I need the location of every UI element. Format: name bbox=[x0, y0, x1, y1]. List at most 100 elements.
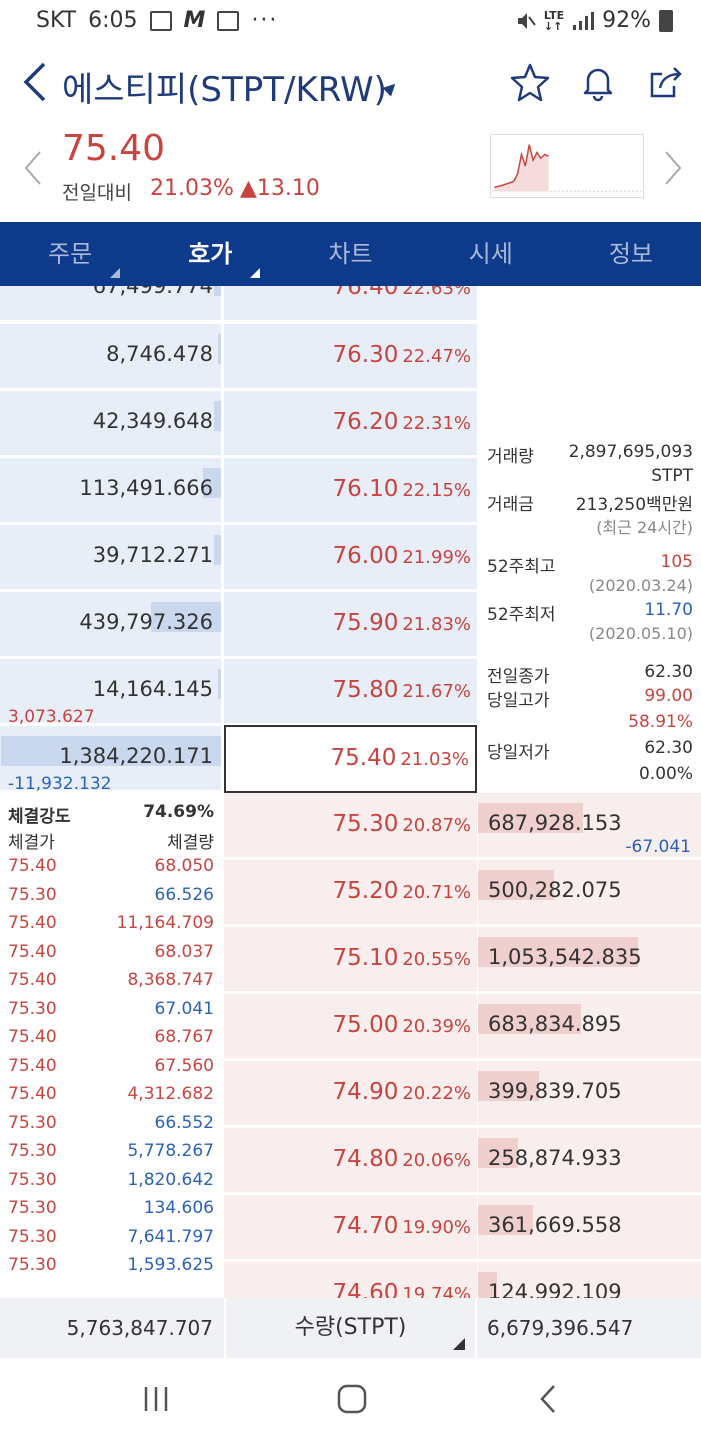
tab-order[interactable]: 주문 bbox=[0, 222, 140, 286]
mute-icon bbox=[517, 12, 536, 29]
price-summary: 75.40 전일대비 21.03% ▲13.10 bbox=[0, 124, 701, 222]
bid-row[interactable]: 75.20 20.71% 500,282.075 bbox=[224, 860, 701, 926]
tab-orderbook[interactable]: 호가 bbox=[140, 222, 280, 286]
bid-volume: 683,834.895 bbox=[488, 1012, 622, 1036]
current-price-cell[interactable]: 75.40 21.03% bbox=[224, 725, 477, 793]
ask-row[interactable]: 39,712.271 76.00 21.99% bbox=[0, 525, 477, 591]
bid-volume-bar bbox=[478, 1138, 518, 1168]
favorite-star-icon[interactable] bbox=[510, 62, 550, 102]
alarm-bell-icon[interactable] bbox=[578, 62, 618, 102]
high52-date: (2020.03.24) bbox=[588, 576, 693, 595]
trade-row: 75.40 68.037 bbox=[8, 942, 214, 970]
bid-volume-bar bbox=[478, 1205, 533, 1235]
col-trade-qty: 체결량 bbox=[167, 833, 214, 853]
current-price-level: 75.40 21.03% bbox=[330, 745, 470, 771]
ask-volume-bar bbox=[218, 334, 221, 364]
ask-price: 76.30 22.47% bbox=[332, 342, 472, 368]
trade-price: 75.30 bbox=[8, 1112, 57, 1133]
trade-qty: 134.606 bbox=[143, 1198, 214, 1218]
prev-close-value: 62.30 bbox=[644, 662, 693, 682]
ask-volume: 14,164.145 bbox=[92, 677, 213, 701]
ask-total: 5,763,847.707 bbox=[66, 1316, 213, 1340]
trade-price: 75.40 bbox=[8, 913, 57, 933]
recent-apps-icon[interactable] bbox=[134, 1382, 178, 1416]
share-icon[interactable] bbox=[646, 62, 686, 102]
trade-price: 75.40 bbox=[8, 970, 57, 990]
ask-row[interactable]: 439,797.326 75.90 21.83% bbox=[0, 592, 477, 658]
strength-value: 74.69% bbox=[143, 802, 214, 822]
bid-row[interactable]: 74.90 20.22% 399,839.705 bbox=[224, 1061, 701, 1127]
ask-volume-bar bbox=[151, 602, 221, 632]
ask-volume-bar bbox=[214, 535, 221, 565]
bid-row[interactable]: 75.00 20.39% 683,834.895 bbox=[224, 994, 701, 1060]
bid-row[interactable]: 75.10 20.55% 1,053,542.835 bbox=[224, 927, 701, 993]
amount-value: 213,250백만원 bbox=[575, 495, 693, 515]
bid-price: 74.90 20.22% bbox=[332, 1079, 472, 1105]
trade-qty: 8,368.747 bbox=[127, 970, 214, 990]
bid-volume: 258,874.933 bbox=[488, 1146, 622, 1170]
diff-label: 전일대비 bbox=[62, 182, 132, 204]
trade-price: 75.30 bbox=[8, 1169, 57, 1190]
ask-row[interactable]: 67,499.774 76.40 22.63% bbox=[0, 286, 477, 322]
day-low-label: 당일저가 bbox=[487, 743, 550, 763]
trade-price: 75.30 bbox=[8, 998, 57, 1019]
trade-qty: 68.037 bbox=[154, 941, 214, 962]
trade-row: 75.40 68.050 bbox=[8, 856, 214, 884]
unit-selector[interactable]: 수량(STPT) bbox=[224, 1298, 477, 1358]
ask-price: 76.20 22.31% bbox=[332, 409, 472, 435]
tab-chart[interactable]: 차트 bbox=[328, 240, 373, 268]
ask-row[interactable]: 42,349.648 76.20 22.31% bbox=[0, 391, 477, 457]
tab-quotes[interactable]: 시세 bbox=[468, 240, 513, 268]
trade-qty: 5,778.267 bbox=[127, 1141, 214, 1161]
strength-label: 체결강도 bbox=[8, 807, 71, 827]
ask-price: 76.00 21.99% bbox=[332, 543, 472, 569]
trade-row: 75.30 66.552 bbox=[8, 1113, 214, 1141]
ask-row-current[interactable]: 1,384,220.171 -11,932.132 bbox=[0, 726, 477, 794]
bid-volume-change: -67.041 bbox=[625, 837, 691, 857]
back-nav-icon[interactable] bbox=[526, 1382, 570, 1416]
ask-volume-change: -11,932.132 bbox=[8, 774, 112, 794]
trade-qty: 67.560 bbox=[154, 1055, 214, 1076]
trade-row: 75.40 67.560 bbox=[8, 1056, 214, 1084]
high52-label: 52주최고 bbox=[487, 557, 556, 577]
trade-price: 75.40 bbox=[8, 1084, 57, 1104]
bid-volume-bar bbox=[478, 1272, 497, 1298]
ask-row[interactable]: 14,164.145 3,073.627 75.80 21.67% bbox=[0, 659, 477, 727]
bid-volume: 500,282.075 bbox=[488, 878, 622, 902]
ask-volume: 8,746.478 bbox=[106, 342, 213, 366]
tab-info[interactable]: 정보 bbox=[608, 240, 653, 268]
mini-price-chart[interactable] bbox=[490, 134, 644, 198]
ask-row[interactable]: 113,491.666 76.10 22.15% bbox=[0, 458, 477, 524]
trade-price: 75.30 bbox=[8, 1141, 57, 1161]
prev-coin-arrow-icon[interactable] bbox=[22, 150, 44, 186]
next-coin-arrow-icon[interactable] bbox=[662, 150, 684, 186]
signal-icon bbox=[573, 11, 595, 30]
trade-qty: 1,820.642 bbox=[127, 1169, 214, 1190]
trade-row: 75.30 1,820.642 bbox=[8, 1170, 214, 1198]
trade-qty: 66.552 bbox=[154, 1112, 214, 1133]
bid-row[interactable]: 74.80 20.06% 258,874.933 bbox=[224, 1128, 701, 1194]
day-low-percent: 0.00% bbox=[638, 764, 693, 784]
amount-label: 거래금 bbox=[487, 495, 534, 515]
bid-row[interactable]: 74.60 19.74% 124,992.109 bbox=[224, 1262, 701, 1298]
day-high-percent: 58.91% bbox=[628, 712, 693, 732]
bid-volume-bar bbox=[478, 1004, 581, 1034]
diff-amount: ▲13.10 bbox=[240, 176, 320, 201]
ask-row[interactable]: 8,746.478 76.30 22.47% bbox=[0, 324, 477, 390]
day-low-value: 62.30 bbox=[644, 738, 693, 758]
ask-price: 75.80 21.67% bbox=[332, 677, 472, 703]
image-icon bbox=[149, 10, 172, 31]
totals-bar: 5,763,847.707 수량(STPT) 6,679,396.547 bbox=[0, 1298, 701, 1358]
trade-row: 75.40 11,164.709 bbox=[8, 913, 214, 941]
back-button[interactable] bbox=[18, 60, 52, 104]
carrier: SKT bbox=[36, 8, 77, 33]
ask-volume-bar bbox=[218, 669, 221, 699]
ask-volume: 39,712.271 bbox=[92, 543, 213, 567]
trade-row: 75.30 5,778.267 bbox=[8, 1141, 214, 1169]
bid-row[interactable]: 75.30 20.87% 687,928.153 -67.041 bbox=[224, 793, 701, 859]
bid-row[interactable]: 74.70 19.90% 361,669.558 bbox=[224, 1195, 701, 1261]
home-icon[interactable] bbox=[330, 1382, 374, 1416]
coin-title[interactable]: 에스티피(STPT/KRW) bbox=[62, 70, 387, 110]
news-icon bbox=[217, 10, 240, 31]
trade-row: 75.40 4,312.682 bbox=[8, 1084, 214, 1112]
